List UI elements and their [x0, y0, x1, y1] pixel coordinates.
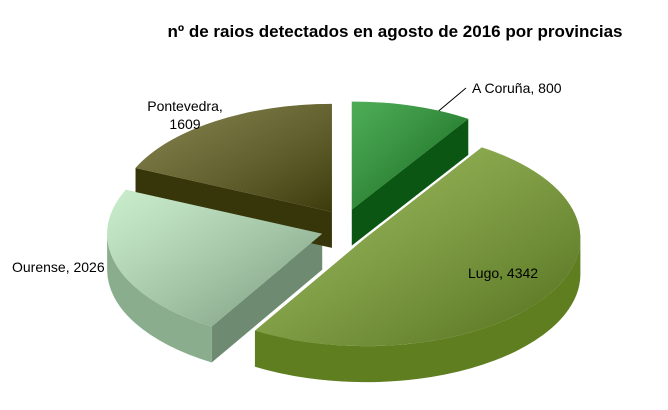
data-label: Lugo, 4342	[468, 265, 539, 281]
data-label: A Coruña, 800	[472, 80, 562, 96]
data-label: Ourense, 2026	[12, 259, 105, 275]
slice-side	[351, 118, 469, 246]
chart-title: nº de raios detectados en agosto de 2016…	[168, 22, 623, 41]
slice-side	[254, 238, 581, 383]
slice-shading	[107, 189, 323, 327]
data-label: Pontevedra, 1609	[147, 98, 223, 132]
slice-side	[107, 233, 212, 363]
slice-shading	[135, 103, 332, 212]
slice-side	[211, 233, 323, 363]
slice-shading	[254, 147, 581, 347]
slice-shading	[351, 101, 469, 210]
